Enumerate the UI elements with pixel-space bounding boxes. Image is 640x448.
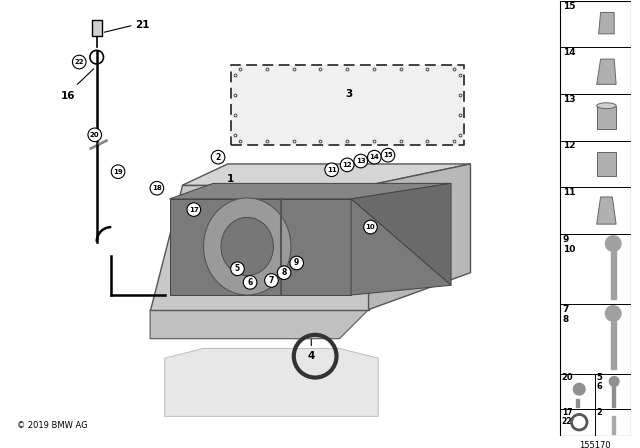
Text: 9: 9 [294, 258, 300, 267]
Circle shape [290, 256, 303, 270]
Text: 4: 4 [308, 351, 315, 361]
Text: 12: 12 [563, 142, 575, 151]
Circle shape [605, 236, 621, 251]
Bar [596, 152, 616, 176]
Text: 11: 11 [327, 167, 337, 173]
Circle shape [354, 154, 367, 168]
Text: 6: 6 [596, 382, 603, 391]
Text: 17: 17 [189, 207, 198, 213]
Text: 2: 2 [216, 153, 221, 162]
Polygon shape [150, 185, 369, 310]
Bar [230, 65, 464, 145]
Circle shape [573, 383, 585, 395]
Text: 13: 13 [356, 158, 365, 164]
Text: 15: 15 [563, 2, 575, 11]
Circle shape [150, 181, 164, 195]
Bar [596, 106, 616, 129]
Circle shape [367, 151, 381, 164]
Circle shape [88, 128, 102, 142]
Text: 13: 13 [563, 95, 575, 104]
Bar [611, 321, 616, 369]
Ellipse shape [221, 217, 273, 276]
Text: 155170: 155170 [579, 441, 611, 448]
Text: 5: 5 [235, 264, 240, 273]
Circle shape [325, 163, 339, 177]
Text: 11: 11 [563, 188, 575, 197]
Circle shape [605, 306, 621, 321]
Circle shape [364, 220, 378, 234]
Text: 7: 7 [269, 276, 274, 285]
Bar [92, 20, 102, 36]
Polygon shape [596, 197, 616, 224]
Text: 21: 21 [135, 20, 150, 30]
Circle shape [381, 148, 395, 162]
Text: 9: 9 [563, 235, 569, 244]
Circle shape [187, 203, 200, 216]
Text: © 2019 BMW AG: © 2019 BMW AG [17, 421, 88, 430]
Ellipse shape [596, 103, 616, 108]
Bar [611, 251, 616, 299]
Polygon shape [150, 310, 369, 339]
Text: 18: 18 [152, 185, 162, 191]
Bar [560, 1, 630, 436]
Text: 16: 16 [60, 91, 75, 101]
Text: 22: 22 [562, 417, 572, 426]
Polygon shape [164, 349, 378, 416]
Text: 5: 5 [596, 374, 603, 383]
Polygon shape [369, 164, 470, 310]
Text: 22: 22 [74, 59, 84, 65]
Polygon shape [351, 199, 451, 295]
Circle shape [72, 55, 86, 69]
Text: 10: 10 [365, 224, 376, 230]
Text: 15: 15 [383, 152, 393, 158]
Text: 17: 17 [562, 409, 572, 418]
Text: 6: 6 [248, 278, 253, 287]
Text: 14: 14 [369, 154, 380, 160]
Ellipse shape [204, 198, 291, 295]
Bar [612, 385, 615, 407]
Text: 19: 19 [113, 169, 123, 175]
Text: 7: 7 [563, 305, 569, 314]
Polygon shape [596, 59, 616, 84]
Polygon shape [182, 164, 470, 185]
Bar [612, 416, 615, 434]
Text: 10: 10 [563, 246, 575, 254]
Circle shape [609, 377, 619, 386]
Circle shape [230, 262, 244, 276]
Text: 2: 2 [596, 409, 603, 418]
Text: 8: 8 [282, 268, 287, 277]
Text: 3: 3 [346, 89, 353, 99]
Circle shape [277, 266, 291, 280]
Text: 12: 12 [342, 162, 352, 168]
Text: 8: 8 [563, 315, 569, 324]
Bar [576, 399, 579, 407]
Polygon shape [598, 13, 614, 34]
Polygon shape [170, 183, 451, 199]
Circle shape [211, 151, 225, 164]
Circle shape [265, 274, 278, 287]
Text: 1: 1 [227, 173, 234, 184]
Text: 14: 14 [563, 48, 575, 57]
Circle shape [340, 158, 354, 172]
Polygon shape [170, 199, 351, 295]
Text: 20: 20 [562, 374, 573, 383]
Polygon shape [351, 183, 451, 285]
Text: 20: 20 [90, 132, 100, 138]
Circle shape [243, 276, 257, 289]
Circle shape [111, 165, 125, 178]
